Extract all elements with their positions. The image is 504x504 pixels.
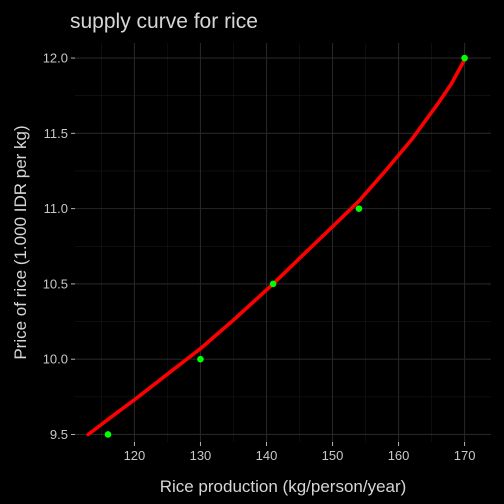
x-axis-label: Rice production (kg/person/year): [160, 477, 407, 496]
chart-title: supply curve for rice: [70, 10, 258, 33]
data-point: [269, 280, 277, 288]
x-tick-label: 140: [256, 448, 278, 463]
x-tick-label: 130: [190, 448, 212, 463]
plot-panel: [75, 43, 491, 442]
data-point: [461, 54, 468, 62]
y-axis-label: Price of rice (1.000 IDR per kg): [11, 125, 30, 359]
supply-curve-line: [86, 57, 467, 437]
fitted-supply-curve: [86, 57, 467, 437]
x-tick-label: 120: [124, 448, 146, 463]
x-axis: 120 130 140 150 160 170: [124, 442, 476, 463]
y-tick-label: 10.0: [43, 352, 68, 367]
data-point: [355, 205, 363, 212]
x-tick-label: 160: [388, 448, 410, 463]
y-tick-label: 12.0: [43, 51, 68, 66]
y-tick-label: 11.5: [44, 126, 68, 141]
grid-lines: [75, 43, 491, 442]
x-tick-label: 150: [322, 448, 344, 463]
observed-data-points: [104, 54, 468, 438]
y-tick-label: 11.0: [44, 201, 68, 216]
y-tick-label: 10.5: [43, 276, 68, 291]
y-tick-label: 9.5: [50, 427, 68, 442]
x-tick-label: 170: [454, 448, 476, 463]
data-point: [104, 431, 112, 438]
y-axis: 9.5 10.0 10.5 11.0 11.5 12.0: [43, 51, 75, 442]
data-point: [197, 355, 204, 363]
